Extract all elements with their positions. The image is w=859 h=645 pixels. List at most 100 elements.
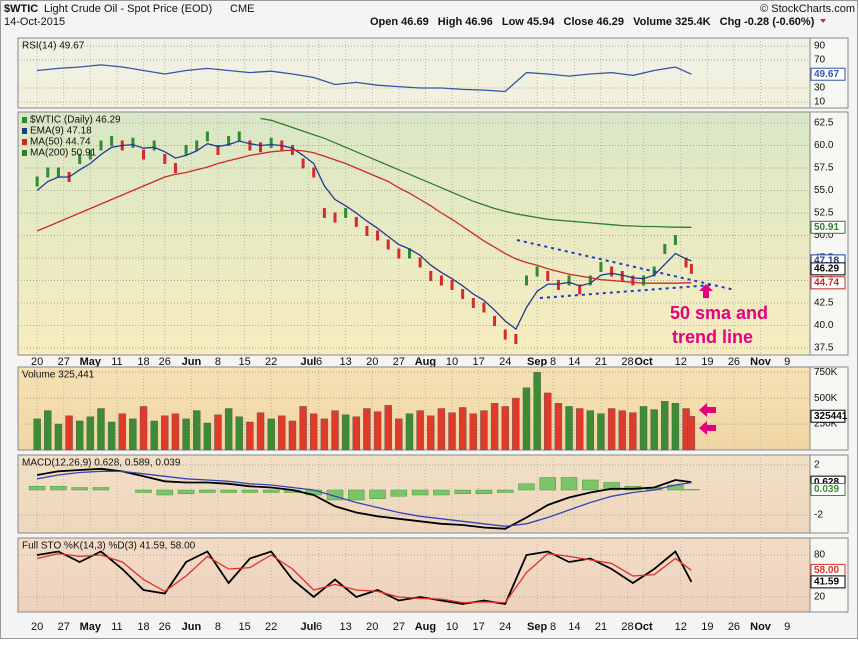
axis-background xyxy=(810,367,848,450)
x-tick-label: Sep xyxy=(527,356,547,368)
y-tick-label: 30 xyxy=(814,83,826,94)
x-tick-label: 6 xyxy=(316,356,322,368)
price-bar xyxy=(195,140,198,150)
y-tick-label: 90 xyxy=(814,41,826,52)
x-tick-label: 22 xyxy=(265,621,277,633)
x-tick-label: Nov xyxy=(750,356,772,368)
histogram-bar xyxy=(221,490,237,493)
x-tick-label: 20 xyxy=(366,356,378,368)
x-tick-label: 27 xyxy=(58,621,70,633)
legend-swatch xyxy=(22,139,27,145)
volume-bar xyxy=(87,417,94,450)
price-bar xyxy=(419,257,422,267)
volume-bar xyxy=(470,414,477,450)
quote-item: Low 45.94 xyxy=(502,16,555,28)
volume-bar xyxy=(321,419,328,450)
volume-bar xyxy=(257,413,264,450)
x-tick-label: 13 xyxy=(340,356,352,368)
x-tick-label: 26 xyxy=(728,621,740,633)
price-bar xyxy=(57,167,60,177)
exchange: CME xyxy=(230,3,254,15)
legend: RSI(14) 49.67 xyxy=(22,41,85,52)
quote-item: Volume 325.4K xyxy=(633,16,710,28)
volume-bar xyxy=(55,424,62,450)
volume-bar xyxy=(502,406,509,450)
volume-bar xyxy=(246,422,253,450)
volume-bar xyxy=(268,419,275,450)
x-tick-label: 17 xyxy=(473,621,485,633)
volume-bar xyxy=(236,417,243,450)
volume-bar xyxy=(523,388,530,450)
x-tick-label: 12 xyxy=(675,621,687,633)
price-bar xyxy=(461,289,464,299)
x-tick-label: 22 xyxy=(265,356,277,368)
x-tick-label: 28 xyxy=(621,356,633,368)
x-tick-label: 20 xyxy=(31,621,43,633)
price-bar xyxy=(344,208,347,218)
y-tick-label: 55.0 xyxy=(814,185,834,196)
price-bar xyxy=(482,302,485,312)
x-tick-label: 19 xyxy=(701,621,713,633)
x-tick-label: 27 xyxy=(58,356,70,368)
price-bar xyxy=(36,176,39,186)
y-tick-label: 52.5 xyxy=(814,208,834,219)
volume-bar xyxy=(151,421,158,450)
price-bar xyxy=(546,271,549,281)
price-bar xyxy=(536,266,539,276)
histogram-bar xyxy=(72,488,88,491)
value-tag-label: 0.039 xyxy=(814,484,839,495)
price-bar xyxy=(365,226,368,236)
x-tick-label: 21 xyxy=(595,356,607,368)
x-tick-label: Sep xyxy=(527,621,547,633)
volume-bar xyxy=(406,414,413,450)
histogram-bar xyxy=(455,490,471,494)
volume-bar xyxy=(183,419,190,450)
x-tick-label: 18 xyxy=(137,356,149,368)
panel-background xyxy=(18,38,810,108)
volume-bar xyxy=(449,413,456,450)
histogram-bar xyxy=(433,490,449,495)
x-tick-label: 10 xyxy=(446,621,458,633)
volume-bar xyxy=(512,398,519,450)
x-tick-label: 9 xyxy=(784,356,790,368)
price-bar xyxy=(642,275,645,285)
histogram-bar xyxy=(199,490,215,493)
y-tick-label: 20 xyxy=(814,592,826,603)
volume-bar xyxy=(140,406,147,450)
x-tick-label: Aug xyxy=(415,621,436,633)
x-tick-label: 8 xyxy=(550,621,556,633)
y-tick-label: -2 xyxy=(814,510,823,521)
x-tick-label: 9 xyxy=(784,621,790,633)
annotation: trend line xyxy=(672,327,753,347)
price-bar xyxy=(238,131,241,141)
value-tag-label: 50.91 xyxy=(814,222,839,233)
price-bar xyxy=(174,163,177,173)
price-bar xyxy=(302,158,305,168)
volume-bar xyxy=(566,406,573,450)
x-tick-label: Nov xyxy=(750,621,772,633)
histogram-bar xyxy=(391,490,407,496)
y-tick-label: 40.0 xyxy=(814,320,834,331)
histogram-bar xyxy=(93,488,109,491)
volume-bar xyxy=(661,401,668,450)
volume-bar xyxy=(204,423,211,450)
volume-bar xyxy=(76,421,83,450)
legend-swatch xyxy=(22,150,27,156)
price-bar xyxy=(376,230,379,240)
legend-entry: EMA(9) 47.18 xyxy=(30,126,92,137)
credit: © StockCharts.com xyxy=(760,3,855,15)
x-tick-label: Aug xyxy=(415,356,436,368)
quote-item: High 46.96 xyxy=(438,16,493,28)
y-tick-label: 70 xyxy=(814,55,826,66)
volume-bar xyxy=(289,421,296,450)
price-bar xyxy=(599,262,602,272)
volume-bar xyxy=(214,415,221,450)
volume-bar xyxy=(66,416,73,450)
x-tick-label: 13 xyxy=(340,621,352,633)
legend: MACD(12,26,9) 0.628, 0.589, 0.039 xyxy=(22,458,181,469)
x-tick-label: 26 xyxy=(159,356,171,368)
volume-bar xyxy=(576,409,583,451)
x-tick-label: 28 xyxy=(621,621,633,633)
x-tick-label: Jun xyxy=(182,621,202,633)
